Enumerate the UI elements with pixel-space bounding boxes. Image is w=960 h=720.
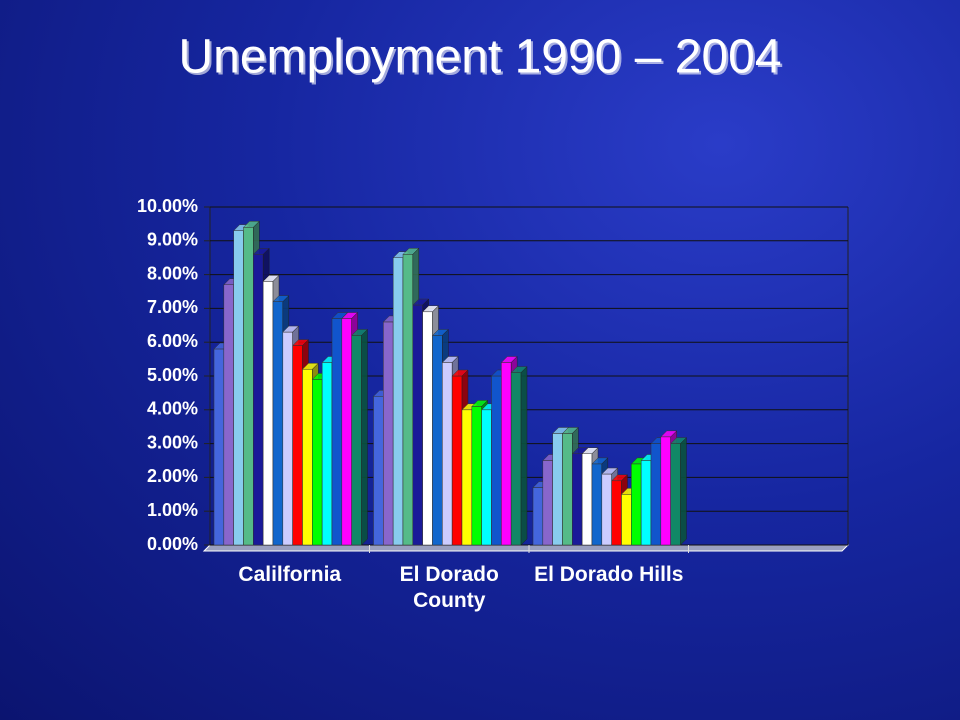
bar-front [481, 409, 492, 546]
bar-front [432, 335, 443, 546]
bar-front [611, 480, 622, 546]
x-tick-label: El Dorado County [399, 563, 499, 612]
bar-front [572, 453, 583, 546]
bar-front [601, 473, 612, 546]
bar-front [402, 254, 414, 546]
title-shadow: Unemployment 1990 – 2004 [180, 33, 783, 86]
bar-front [412, 304, 423, 546]
bar-front [471, 406, 482, 546]
bar-front [542, 460, 553, 546]
bar-side [520, 366, 528, 546]
bar [670, 436, 688, 546]
bar-front [213, 348, 225, 546]
bar-front [581, 453, 593, 546]
bar-front [510, 372, 522, 546]
bar-front [621, 494, 632, 546]
bar-front [562, 433, 573, 546]
y-tick-label: 7.00% [147, 297, 198, 317]
bar-front [650, 443, 662, 546]
bar-front [233, 230, 244, 546]
bar-front [331, 318, 343, 546]
x-tick-label: Calilfornia [238, 563, 342, 586]
bar-front [640, 460, 652, 546]
bar-front [670, 443, 681, 546]
floor [202, 544, 850, 552]
y-tick-label: 9.00% [147, 230, 198, 250]
bar-front [532, 487, 544, 546]
bar [510, 366, 528, 546]
bar-front [321, 362, 333, 546]
y-tick-label: 4.00% [147, 399, 198, 419]
bar-front [552, 433, 563, 546]
bar-front [302, 368, 313, 546]
bar-front [461, 409, 473, 546]
bar-front [591, 463, 603, 546]
bar-front [341, 318, 352, 546]
bar-front [243, 227, 254, 546]
bar-front [272, 301, 284, 546]
bar-front [253, 254, 264, 546]
bar-front [392, 257, 404, 546]
bar-front [262, 281, 274, 546]
x-tick-label: El Dorado Hills [534, 563, 684, 586]
bar-front [451, 375, 463, 546]
bar-front [422, 311, 433, 546]
bar-front [631, 463, 642, 546]
bar-front [312, 379, 323, 546]
y-tick-label: 6.00% [147, 331, 198, 351]
bar-front [660, 436, 671, 546]
y-tick-label: 0.00% [147, 534, 198, 554]
bar-front [383, 321, 394, 546]
y-tick-label: 8.00% [147, 263, 198, 283]
bar-side [361, 328, 368, 546]
bar-front [223, 284, 234, 546]
bar-front [292, 345, 303, 546]
y-tick-label: 1.00% [147, 500, 198, 520]
bar [351, 328, 369, 546]
bar-front [491, 375, 502, 546]
y-tick-label: 10.00% [137, 196, 198, 216]
chart-title: Unemployment 1990 – 2004 [178, 31, 781, 84]
bar-front [373, 396, 384, 546]
y-tick-label: 3.00% [147, 432, 198, 452]
bar-front [442, 362, 453, 546]
bar-front [351, 335, 362, 546]
bar-side [680, 436, 687, 546]
y-tick-label: 5.00% [147, 365, 198, 385]
y-tick-label: 2.00% [147, 466, 198, 486]
bar-front [282, 331, 293, 546]
bar-front [501, 362, 512, 546]
